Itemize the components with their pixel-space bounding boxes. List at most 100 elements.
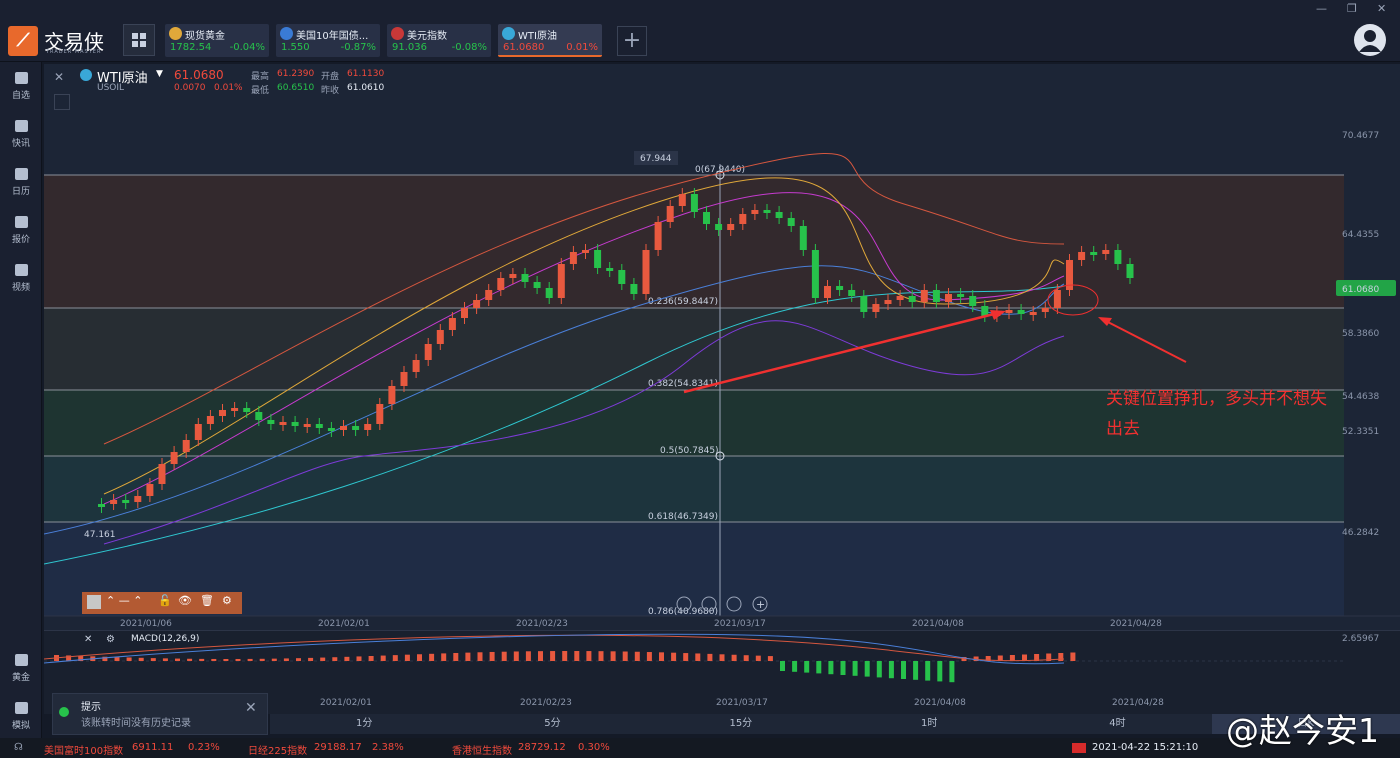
lock-icon[interactable]: 🔓 (158, 594, 172, 607)
candle-body (884, 300, 892, 304)
sidebar-item-news[interactable]: 快讯 (0, 120, 42, 149)
trash-icon[interactable]: 🗑 (200, 594, 214, 607)
grid-layout-button[interactable] (123, 24, 155, 56)
macd-close-icon[interactable]: ✕ (84, 634, 93, 645)
sidebar-item-quotes[interactable]: 报价 (0, 216, 42, 245)
bottom-ticker-hsi-name[interactable]: 香港恒生指数 (452, 746, 512, 757)
candle-body (170, 452, 178, 464)
macd-bar (719, 654, 725, 661)
candle-body (787, 218, 795, 226)
top-bar: ⟋ 交易侠 TRADER MASTER 现货黄金 1782.54 -0.04% … (0, 0, 1400, 62)
restore-icon[interactable]: ❐ (1347, 2, 1357, 15)
macd-date-0: 2021/02/01 (320, 698, 372, 708)
candle-body (582, 250, 589, 253)
user-avatar[interactable] (1354, 24, 1386, 56)
line-style-icon[interactable]: ⌃ — ⌃ (106, 594, 143, 607)
timeframe-15m[interactable]: 15分 (729, 718, 753, 729)
macd-bar (259, 658, 265, 661)
annotation-text-2: 出去 (1106, 419, 1140, 439)
price-chart[interactable]: 0(67.9440) 0.236(59.8447) 0.382(54.8341)… (44, 64, 1400, 630)
timeframe-1m[interactable]: 1分 (355, 718, 373, 729)
macd-bar (683, 653, 689, 661)
macd-bar (344, 656, 350, 661)
headset-icon[interactable]: ☊ (14, 742, 23, 753)
zoom-in-icon[interactable] (752, 596, 768, 612)
candle-body (473, 300, 481, 308)
bond-icon (280, 27, 293, 40)
fib-handle-mid[interactable] (715, 451, 725, 461)
ma-blue (44, 265, 1065, 535)
watermark: @赵今安1 (1226, 711, 1379, 750)
candle-body (436, 330, 444, 344)
prev-close-value: 61.0610 (347, 83, 385, 93)
candle-body (920, 290, 928, 302)
candle-body (654, 222, 662, 250)
candle-body (1114, 250, 1122, 264)
candle-body (872, 304, 880, 312)
add-ticker-button[interactable]: + (617, 26, 647, 56)
macd-panel[interactable]: 2.65967 2021/02/01 2021/02/23 2021/03/17… (44, 630, 1400, 714)
close-window-icon[interactable]: ✕ (1377, 2, 1387, 15)
fib-handle-top[interactable] (715, 170, 725, 180)
candle-body (715, 224, 723, 230)
candle-body (303, 424, 311, 427)
minimize-icon[interactable]: — (1316, 2, 1327, 15)
moving-averages (44, 153, 1065, 565)
macd-bar (199, 658, 205, 661)
current-price-tag (1336, 280, 1396, 296)
eye-icon[interactable]: 👁 (178, 594, 192, 607)
timeframe-daily[interactable]: 日K (1211, 714, 1400, 734)
ticker-us10y[interactable]: 美国10年国债... 1.550 -0.87% (276, 24, 380, 57)
zoom-out-icon[interactable] (676, 596, 692, 612)
macd-bar (925, 661, 931, 681)
macd-bar (1009, 655, 1015, 661)
timeframe-5m[interactable]: 5分 (544, 718, 561, 729)
settings-icon[interactable]: ⚙ (222, 594, 232, 607)
sidebar-item-calendar[interactable]: 日历 (0, 168, 42, 197)
bottom-ticker-ftse-name[interactable]: 美国富时100指数 (44, 746, 124, 757)
symbol-code: USOIL (97, 83, 125, 93)
candlestick-chart[interactable]: 0(67.9440) 0.236(59.8447) 0.382(54.8341)… (44, 64, 1400, 630)
macd-date-2: 2021/03/17 (716, 698, 768, 708)
candle-body (727, 224, 735, 230)
toast-close-icon[interactable]: ✕ (245, 700, 257, 716)
timeframe-4h[interactable]: 4时 (1109, 718, 1126, 729)
macd-bar (1046, 653, 1052, 661)
sidebar-item-demo[interactable]: 模拟 (0, 702, 42, 731)
ticker-wti[interactable]: WTI原油 61.0680 0.01% (498, 24, 602, 57)
symbol-name[interactable]: WTI原油 (97, 71, 148, 86)
candle-body (98, 504, 105, 507)
ticker-usd-index[interactable]: 美元指数 91.036 -0.08% (387, 24, 491, 57)
annotation-arrow-1-head (990, 310, 1006, 320)
candle-body (134, 496, 142, 502)
candle-body (606, 268, 614, 271)
fib-label-1: 0.236(59.8447) (648, 297, 718, 307)
symbol-dropdown-icon[interactable]: ▼ (156, 69, 163, 79)
macd-bar (441, 653, 447, 661)
bottom-ticker-nikkei-name[interactable]: 日经225指数 (248, 746, 308, 757)
sidebar-item-watchlist[interactable]: 自选 (0, 72, 42, 101)
close-chart-icon[interactable]: ✕ (54, 70, 65, 84)
candle-body (1029, 312, 1037, 315)
sidebar-item-gold[interactable]: 黄金 (0, 654, 42, 683)
macd-settings-icon[interactable]: ⚙ (106, 634, 115, 645)
play-forward-icon[interactable] (726, 596, 742, 612)
draw-tool-button[interactable] (54, 94, 70, 110)
candle-body (412, 360, 420, 372)
annotation-arrow-2 (1101, 318, 1187, 363)
pan-left-icon[interactable] (701, 596, 717, 612)
bookmark-icon (14, 72, 28, 84)
date-axis-label-3: 2021/03/17 (714, 619, 766, 629)
macd-bar (477, 652, 483, 661)
date-axis-label-0: 2021/01/06 (120, 619, 172, 629)
sidebar-item-video[interactable]: 视频 (0, 264, 42, 293)
macd-bar (392, 655, 398, 661)
ticker-gold[interactable]: 现货黄金 1782.54 -0.04% (165, 24, 269, 57)
notification-toast: 提示 该账转时间没有历史记录 ✕ (52, 693, 268, 735)
color-swatch[interactable] (87, 595, 101, 609)
macd-bar (937, 661, 943, 682)
candle-body (122, 500, 130, 503)
candle-body (194, 424, 202, 440)
timeframe-1h[interactable]: 1时 (920, 718, 938, 729)
low-value: 60.6510 (277, 83, 315, 93)
